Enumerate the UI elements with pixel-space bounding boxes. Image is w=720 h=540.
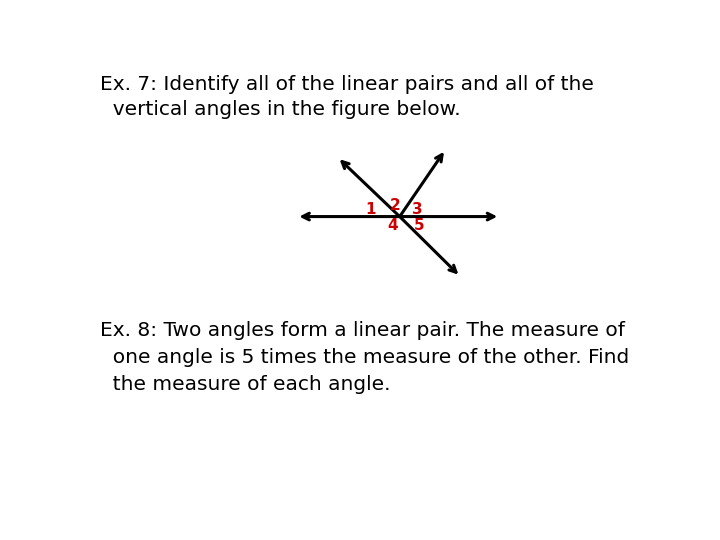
Text: 5: 5 (413, 218, 424, 233)
Text: 1: 1 (366, 202, 376, 218)
Text: 2: 2 (390, 198, 400, 213)
Text: Ex. 7: Identify all of the linear pairs and all of the: Ex. 7: Identify all of the linear pairs … (100, 75, 594, 94)
Text: one angle is 5 times the measure of the other. Find: one angle is 5 times the measure of the … (100, 348, 629, 367)
Text: 3: 3 (413, 202, 423, 218)
Text: the measure of each angle.: the measure of each angle. (100, 375, 390, 394)
Text: 4: 4 (387, 218, 398, 233)
Text: vertical angles in the figure below.: vertical angles in the figure below. (100, 100, 461, 119)
Text: Ex. 8: Two angles form a linear pair. The measure of: Ex. 8: Two angles form a linear pair. Th… (100, 321, 625, 340)
